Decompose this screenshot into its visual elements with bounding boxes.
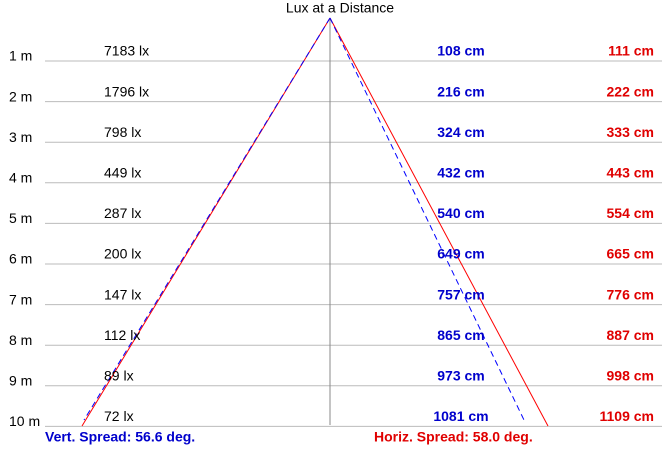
lux: 72 lx (104, 408, 134, 424)
distance: 3 m (9, 129, 32, 145)
vertical-size: 973 cm (437, 368, 484, 384)
vertical-size: 324 cm (437, 124, 484, 140)
lux: 112 lx (104, 327, 140, 343)
vertical-size: 649 cm (437, 246, 484, 262)
horizontal-size: 1109 cm (600, 408, 655, 424)
horizontal-spread-right (329, 17, 549, 427)
vertical-spread: Vert. Spread: 56.6 deg. (45, 429, 195, 445)
horizontal-size: 998 cm (607, 368, 654, 384)
vertical-size: 1081 cm (433, 408, 488, 424)
vertical-size: 108 cm (437, 43, 484, 59)
distance: 5 m (9, 210, 32, 226)
horizontal-size: 222 cm (607, 83, 654, 99)
lux: 7183 lx (104, 43, 149, 59)
horizontal-size: 554 cm (607, 205, 654, 221)
distance: 7 m (9, 291, 32, 307)
distance: 8 m (9, 332, 32, 348)
horizontal-size: 776 cm (607, 286, 654, 302)
horizontal-size: 333 cm (607, 124, 654, 140)
distance: 9 m (9, 373, 32, 389)
distance: 4 m (9, 170, 32, 186)
distance: 2 m (9, 88, 32, 104)
horizontal-spread: Horiz. Spread: 58.0 deg. (374, 429, 533, 445)
vertical-size: 865 cm (437, 327, 484, 343)
horizontal-size: 443 cm (607, 165, 654, 181)
vertical-size: 540 cm (437, 205, 484, 221)
lux: 449 lx (104, 165, 141, 181)
vertical-size: 216 cm (437, 83, 484, 99)
vertical-size: 757 cm (437, 286, 484, 302)
horizontal-size: 887 cm (607, 327, 654, 343)
lux: 798 lx (104, 124, 141, 140)
lux: 200 lx (104, 246, 141, 262)
title: Lux at a Distance (286, 0, 394, 16)
distance: 10 m (9, 413, 40, 429)
vertical-spread-left (83, 17, 331, 421)
horizontal-spread-left (81, 17, 331, 427)
lux: 147 lx (104, 286, 141, 302)
lux: 287 lx (104, 205, 141, 221)
vertical-size: 432 cm (437, 165, 484, 181)
distance: 6 m (9, 251, 32, 267)
horizontal-size: 665 cm (607, 246, 654, 262)
distance: 1 m (9, 48, 32, 64)
lux: 89 lx (104, 368, 134, 384)
rows: 1 m 7183 lx 108 cm 111 cm 2 m 1796 lx 216 cm 22… (9, 43, 654, 429)
lux: 1796 lx (104, 83, 149, 99)
horizontal-size: 111 cm (608, 43, 654, 59)
grid (45, 60, 662, 427)
vertical-spread-right (329, 17, 525, 421)
